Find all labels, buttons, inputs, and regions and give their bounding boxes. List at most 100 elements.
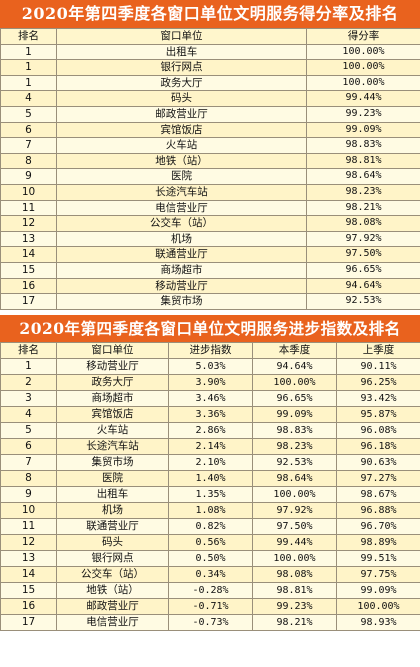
table-row: 7 火车站 98.83% bbox=[0, 137, 420, 154]
unit-cell: 政务大厅 bbox=[56, 373, 169, 391]
progress-cell: 3.36% bbox=[168, 405, 253, 423]
rank-cell: 13 bbox=[0, 230, 57, 248]
last-quarter-cell: 99.51% bbox=[336, 549, 420, 567]
rank-cell: 4 bbox=[0, 405, 57, 423]
rank-cell: 11 bbox=[0, 199, 57, 217]
unit-cell: 宾馆饭店 bbox=[56, 121, 307, 139]
table-row: 11 联通营业厅 0.82% 97.50% 96.70% bbox=[0, 517, 420, 535]
unit-cell: 商场超市 bbox=[56, 389, 169, 407]
table-row: 17 集贸市场 92.53% bbox=[0, 293, 420, 310]
last-quarter-cell: 96.08% bbox=[336, 421, 420, 439]
table-row: 13 机场 97.92% bbox=[0, 230, 420, 248]
rank-cell: 12 bbox=[0, 533, 57, 551]
this-quarter-cell: 100.00% bbox=[252, 373, 337, 391]
progress-cell: 0.82% bbox=[168, 517, 253, 535]
score-cell: 98.64% bbox=[306, 168, 420, 185]
unit-cell: 机场 bbox=[56, 501, 169, 519]
table-row: 6 宾馆饭店 99.09% bbox=[0, 121, 420, 139]
header-rank: 排名 bbox=[0, 341, 57, 359]
unit-cell: 码头 bbox=[56, 533, 169, 551]
header-rank: 排名 bbox=[0, 28, 57, 45]
table-row: 14 联通营业厅 97.50% bbox=[0, 246, 420, 263]
score-cell: 94.64% bbox=[306, 277, 420, 295]
table-row: 1 出租车 100.00% bbox=[0, 43, 420, 61]
this-quarter-cell: 96.65% bbox=[252, 389, 337, 407]
table-row: 15 地铁（站） -0.28% 98.81% 99.09% bbox=[0, 581, 420, 599]
progress-cell: 0.50% bbox=[168, 549, 253, 567]
table-row: 9 医院 98.64% bbox=[0, 168, 420, 185]
last-quarter-cell: 96.18% bbox=[336, 437, 420, 455]
this-quarter-cell: 97.50% bbox=[252, 517, 337, 535]
rank-cell: 15 bbox=[0, 261, 57, 279]
unit-cell: 宾馆饭店 bbox=[56, 405, 169, 423]
unit-cell: 电信营业厅 bbox=[56, 199, 307, 217]
score-cell: 98.08% bbox=[306, 215, 420, 232]
unit-cell: 地铁（站） bbox=[56, 581, 169, 599]
table-row: 11 电信营业厅 98.21% bbox=[0, 199, 420, 217]
this-quarter-cell: 98.23% bbox=[252, 437, 337, 455]
rank-cell: 7 bbox=[0, 137, 57, 154]
table1-title: 2020年第四季度各窗口单位文明服务得分率及排名 bbox=[0, 0, 420, 28]
rank-cell: 5 bbox=[0, 421, 57, 439]
unit-cell: 出租车 bbox=[56, 485, 169, 503]
this-quarter-cell: 98.08% bbox=[252, 565, 337, 583]
this-quarter-cell: 99.09% bbox=[252, 405, 337, 423]
this-quarter-cell: 100.00% bbox=[252, 549, 337, 567]
unit-cell: 出租车 bbox=[56, 43, 307, 61]
table-row: 1 移动营业厅 5.03% 94.64% 90.11% bbox=[0, 357, 420, 375]
score-cell: 98.23% bbox=[306, 183, 420, 201]
unit-cell: 移动营业厅 bbox=[56, 277, 307, 295]
table-header-row: 排名 窗口单位 得分率 bbox=[0, 28, 420, 45]
this-quarter-cell: 99.23% bbox=[252, 597, 337, 615]
this-quarter-cell: 99.44% bbox=[252, 533, 337, 551]
last-quarter-cell: 96.25% bbox=[336, 373, 420, 391]
progress-cell: 0.56% bbox=[168, 533, 253, 551]
table-row: 10 机场 1.08% 97.92% 96.88% bbox=[0, 501, 420, 519]
table-row: 8 地铁（站） 98.81% bbox=[0, 152, 420, 170]
progress-cell: 2.14% bbox=[168, 437, 253, 455]
score-cell: 96.65% bbox=[306, 261, 420, 279]
rank-cell: 10 bbox=[0, 501, 57, 519]
rank-cell: 1 bbox=[0, 74, 57, 92]
rank-cell: 2 bbox=[0, 373, 57, 391]
table-row: 2 政务大厅 3.90% 100.00% 96.25% bbox=[0, 373, 420, 391]
table-row: 7 集贸市场 2.10% 92.53% 90.63% bbox=[0, 453, 420, 471]
unit-cell: 联通营业厅 bbox=[56, 246, 307, 263]
score-cell: 97.92% bbox=[306, 230, 420, 248]
table-row: 3 商场超市 3.46% 96.65% 93.42% bbox=[0, 389, 420, 407]
table-row: 5 邮政营业厅 99.23% bbox=[0, 105, 420, 123]
rank-cell: 1 bbox=[0, 43, 57, 61]
progress-cell: 3.90% bbox=[168, 373, 253, 391]
this-quarter-cell: 98.64% bbox=[252, 469, 337, 487]
progress-cell: 2.10% bbox=[168, 453, 253, 471]
rank-cell: 4 bbox=[0, 90, 57, 107]
table-row: 6 长途汽车站 2.14% 98.23% 96.18% bbox=[0, 437, 420, 455]
this-quarter-cell: 98.21% bbox=[252, 613, 337, 631]
score-cell: 100.00% bbox=[306, 74, 420, 92]
rank-cell: 14 bbox=[0, 565, 57, 583]
table-row: 8 医院 1.40% 98.64% 97.27% bbox=[0, 469, 420, 487]
progress-cell: -0.28% bbox=[168, 581, 253, 599]
table2-title: 2020年第四季度各窗口单位文明服务进步指数及排名 bbox=[0, 314, 420, 342]
score-cell: 99.44% bbox=[306, 90, 420, 107]
score-cell: 98.81% bbox=[306, 152, 420, 170]
last-quarter-cell: 95.87% bbox=[336, 405, 420, 423]
header-last-quarter: 上季度 bbox=[336, 341, 420, 359]
this-quarter-cell: 98.81% bbox=[252, 581, 337, 599]
rank-cell: 17 bbox=[0, 293, 57, 310]
unit-cell: 电信营业厅 bbox=[56, 613, 169, 631]
header-progress: 进步指数 bbox=[168, 341, 253, 359]
score-table: 排名 窗口单位 得分率 1 出租车 100.00% 1 银行网点 100.00% 1 政务大厅… bbox=[0, 28, 420, 310]
unit-cell: 政务大厅 bbox=[56, 74, 307, 92]
table-header-row: 排名 窗口单位 进步指数 本季度 上季度 bbox=[0, 341, 420, 359]
last-quarter-cell: 98.93% bbox=[336, 613, 420, 631]
unit-cell: 移动营业厅 bbox=[56, 357, 169, 375]
unit-cell: 银行网点 bbox=[56, 549, 169, 567]
this-quarter-cell: 94.64% bbox=[252, 357, 337, 375]
unit-cell: 联通营业厅 bbox=[56, 517, 169, 535]
header-score: 得分率 bbox=[306, 28, 420, 45]
this-quarter-cell: 97.92% bbox=[252, 501, 337, 519]
table-row: 13 银行网点 0.50% 100.00% 99.51% bbox=[0, 549, 420, 567]
score-cell: 99.23% bbox=[306, 105, 420, 123]
last-quarter-cell: 99.09% bbox=[336, 581, 420, 599]
